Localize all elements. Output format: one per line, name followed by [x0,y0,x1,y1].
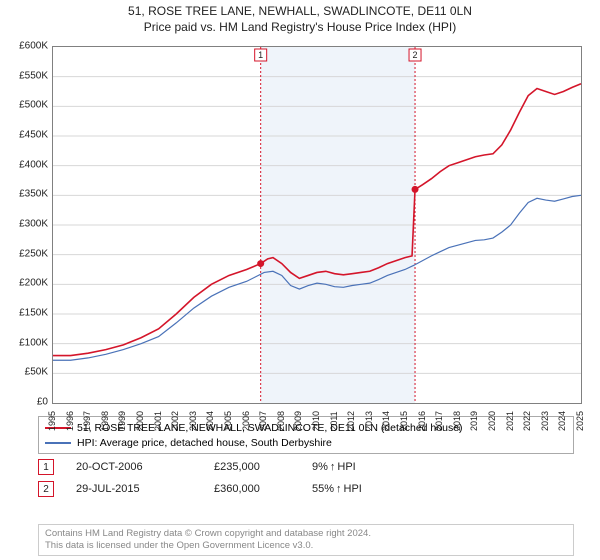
y-tick-label: £50K [25,367,48,378]
x-tick-label: 2020 [487,411,497,431]
attribution-box: Contains HM Land Registry data © Crown c… [38,524,574,556]
sale-date: 20-OCT-2006 [76,461,196,473]
x-tick-label: 2011 [329,411,339,430]
arrow-up-icon: ↑ [336,483,342,495]
x-tick-label: 2016 [417,411,427,431]
x-tick-label: 2002 [170,411,180,431]
sale-date: 29-JUL-2015 [76,483,196,495]
x-tick-label: 1996 [65,411,75,431]
chart-title: 51, ROSE TREE LANE, NEWHALL, SWADLINCOTE… [0,0,600,18]
y-tick-label: £100K [19,337,48,348]
y-tick-label: £0 [37,397,48,408]
attribution-line2: This data is licensed under the Open Gov… [45,540,567,552]
attribution-line1: Contains HM Land Registry data © Crown c… [45,528,567,540]
x-tick-label: 1998 [100,411,110,431]
chart-svg: 12 [53,47,581,403]
chart-plot-area: 12 [52,46,582,404]
x-tick-label: 2015 [399,411,409,431]
y-tick-label: £300K [19,219,48,230]
y-tick-label: £550K [19,70,48,81]
arrow-up-icon: ↑ [330,461,336,473]
x-tick-label: 2001 [153,411,163,431]
x-tick-label: 2023 [540,411,550,431]
x-tick-label: 2010 [311,411,321,431]
sale-row: 1 20-OCT-2006 £235,000 9% ↑ HPI [38,456,362,478]
x-tick-label: 2019 [469,411,479,431]
x-tick-label: 2013 [364,411,374,431]
x-tick-label: 2017 [434,411,444,431]
x-tick-label: 2000 [135,411,145,431]
x-tick-label: 2024 [557,411,567,431]
sale-marker-box: 2 [38,481,54,497]
sale-price: £235,000 [214,461,294,473]
x-tick-label: 2004 [205,411,215,431]
x-tick-label: 1995 [47,411,57,431]
x-tick-label: 2012 [346,411,356,431]
x-tick-label: 2022 [522,411,532,431]
x-tick-label: 1997 [82,411,92,431]
chart-subtitle: Price paid vs. HM Land Registry's House … [0,18,600,34]
y-tick-label: £400K [19,159,48,170]
x-tick-label: 1999 [117,411,127,431]
sale-price: £360,000 [214,483,294,495]
x-tick-label: 2014 [381,411,391,431]
legend-label: HPI: Average price, detached house, Sout… [77,437,332,449]
x-tick-label: 2007 [258,411,268,431]
sale-row: 2 29-JUL-2015 £360,000 55% ↑ HPI [38,478,362,500]
sale-hpi: 55% ↑ HPI [312,483,362,495]
y-tick-label: £200K [19,278,48,289]
x-tick-label: 2025 [575,411,585,431]
y-tick-label: £600K [19,41,48,52]
sales-table: 1 20-OCT-2006 £235,000 9% ↑ HPI 2 29-JUL-2015… [38,456,362,500]
y-tick-label: £350K [19,189,48,200]
x-tick-label: 2009 [293,411,303,431]
legend-row: HPI: Average price, detached house, Sout… [45,435,567,450]
sale-marker-box: 1 [38,459,54,475]
sale-hpi: 9% ↑ HPI [312,461,356,473]
x-tick-label: 2003 [188,411,198,431]
y-tick-label: £450K [19,130,48,141]
x-tick-label: 2018 [452,411,462,431]
x-tick-label: 2005 [223,411,233,431]
svg-text:2: 2 [413,50,418,60]
y-tick-label: £150K [19,308,48,319]
x-tick-label: 2008 [276,411,286,431]
y-tick-label: £250K [19,248,48,259]
y-tick-label: £500K [19,100,48,111]
x-tick-label: 2006 [241,411,251,431]
x-tick-label: 2021 [505,411,515,431]
legend-swatch [45,442,71,444]
svg-text:1: 1 [258,50,263,60]
